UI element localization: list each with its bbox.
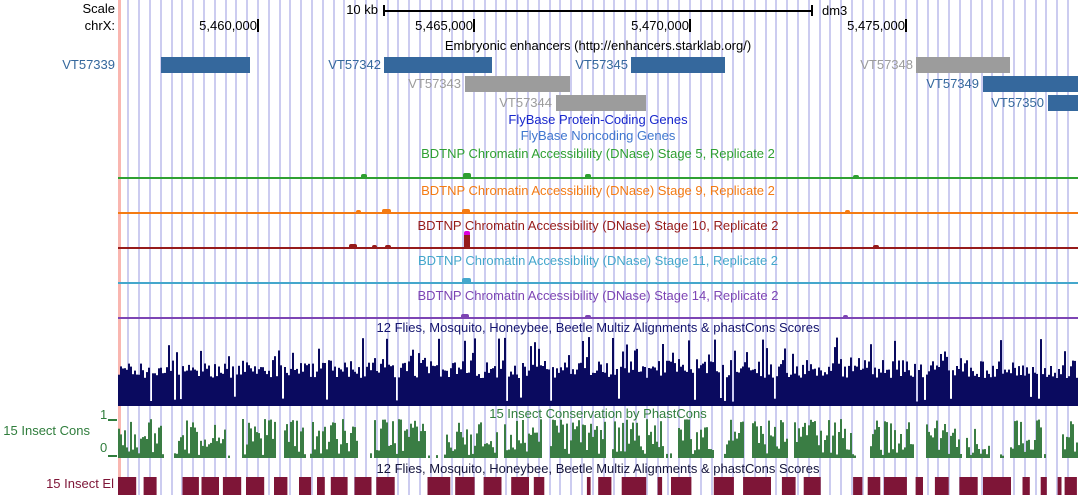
y-axis-min-label: 0 — [100, 440, 108, 455]
enhancer-box-vt57348[interactable] — [916, 57, 1010, 73]
bdtnp-stage14-track-title[interactable]: BDTNP Chromatin Accessibility (DNase) St… — [417, 288, 779, 303]
bdtnp-signal-peak[interactable] — [372, 245, 377, 249]
enhancer-box-vt57344[interactable] — [556, 95, 646, 111]
flybase-noncoding-track-title[interactable]: FlyBase Noncoding Genes — [520, 128, 676, 143]
enhancer-box-vt57349[interactable] — [983, 76, 1078, 92]
bdtnp-signal-peak[interactable] — [461, 314, 469, 319]
bdtnp-signal-peak[interactable] — [464, 231, 470, 249]
bdtnp-signal-baseline[interactable] — [118, 177, 1078, 179]
phastcons-elements-blocks[interactable] — [118, 477, 1078, 495]
enhancer-label-vt57348[interactable]: VT57348 — [860, 57, 913, 72]
enhancer-label-vt57343[interactable]: VT57343 — [408, 76, 461, 91]
bdtnp-signal-peak[interactable] — [361, 174, 367, 179]
bdtnp-signal-peak[interactable] — [349, 244, 357, 249]
bdtnp-stage9-track-title[interactable]: BDTNP Chromatin Accessibility (DNase) St… — [421, 183, 775, 198]
bdtnp-stage11-track-title[interactable]: BDTNP Chromatin Accessibility (DNase) St… — [417, 253, 779, 268]
bdtnp-signal-baseline[interactable] — [118, 212, 1078, 214]
bdtnp-signal-peak[interactable] — [585, 174, 591, 179]
coordinate-tick — [905, 19, 907, 32]
y-axis-min-tick — [108, 455, 117, 457]
bdtnp-signal-peak[interactable] — [873, 245, 879, 249]
bdtnp-signal-peak[interactable] — [382, 209, 391, 214]
ruler-end-tick — [811, 5, 813, 16]
bdtnp-signal-peak[interactable] — [853, 175, 859, 179]
enhancers-track-title[interactable]: Embryonic enhancers (http://enhancers.st… — [444, 38, 752, 53]
y-axis-max-tick — [108, 419, 117, 421]
enhancer-label-vt57350[interactable]: VT57350 — [991, 95, 1044, 110]
enhancer-box-vt57345[interactable] — [631, 57, 725, 73]
ruler-length-label: 10 kb — [346, 2, 378, 17]
enhancer-box-vt57343[interactable] — [465, 76, 570, 92]
bdtnp-signal-peak[interactable] — [585, 315, 591, 319]
phastcons-track-title[interactable]: 15 Insect Conservation by PhastCons — [489, 406, 707, 421]
coordinate-label: 5,475,000 — [847, 18, 905, 33]
enhancer-label-vt57342[interactable]: VT57342 — [328, 57, 381, 72]
bdtnp-signal-baseline[interactable] — [118, 247, 1078, 249]
enhancer-box-vt57339[interactable] — [161, 57, 250, 73]
bdtnp-signal-baseline[interactable] — [118, 317, 1078, 319]
enhancer-label-vt57344[interactable]: VT57344 — [499, 95, 552, 110]
bdtnp-stage5-track-title[interactable]: BDTNP Chromatin Accessibility (DNase) St… — [421, 146, 775, 161]
multiz-track-title-2[interactable]: 12 Flies, Mosquito, Honeybee, Beetle Mul… — [376, 461, 820, 476]
bdtnp-signal-peak[interactable] — [462, 209, 470, 214]
coordinate-label: 5,470,000 — [631, 18, 689, 33]
bdtnp-signal-baseline[interactable] — [118, 282, 1078, 284]
enhancer-box-vt57350[interactable] — [1048, 95, 1078, 111]
phastcons-score-histogram[interactable] — [118, 419, 1078, 458]
enhancer-label-vt57345[interactable]: VT57345 — [575, 57, 628, 72]
bdtnp-signal-peak[interactable] — [843, 315, 848, 319]
assembly-label: dm3 — [822, 3, 848, 18]
bdtnp-signal-peak[interactable] — [462, 278, 471, 284]
bdtnp-signal-peak[interactable] — [463, 173, 471, 179]
multiz-conservation-histogram[interactable] — [118, 336, 1078, 406]
scale-label: Scale — [82, 1, 115, 16]
enhancer-label-vt57339[interactable]: VT57339 — [62, 57, 115, 72]
y-axis-max-label: 1 — [100, 407, 108, 422]
bdtnp-signal-peak[interactable] — [385, 245, 391, 249]
enhancer-label-vt57349[interactable]: VT57349 — [926, 76, 979, 91]
coordinate-label: 5,465,000 — [415, 18, 473, 33]
insect-cons-track-label[interactable]: 15 Insect Cons — [3, 423, 90, 438]
coordinate-label: 5,460,000 — [199, 18, 257, 33]
ruler-bar — [383, 10, 813, 12]
bdtnp-stage10-track-title[interactable]: BDTNP Chromatin Accessibility (DNase) St… — [417, 218, 779, 233]
coordinate-tick — [473, 19, 475, 32]
chromosome-label: chrX: — [84, 18, 115, 33]
flybase-coding-track-title[interactable]: FlyBase Protein-Coding Genes — [508, 112, 688, 127]
ruler-end-tick — [383, 5, 385, 16]
coordinate-tick — [689, 19, 691, 32]
bdtnp-signal-peak[interactable] — [845, 210, 850, 214]
multiz-track-title[interactable]: 12 Flies, Mosquito, Honeybee, Beetle Mul… — [376, 320, 820, 335]
insect-elements-track-label[interactable]: 15 Insect El — [46, 476, 114, 491]
enhancer-box-vt57342[interactable] — [384, 57, 492, 73]
bdtnp-signal-peak[interactable] — [356, 210, 361, 214]
coordinate-tick — [257, 19, 259, 32]
